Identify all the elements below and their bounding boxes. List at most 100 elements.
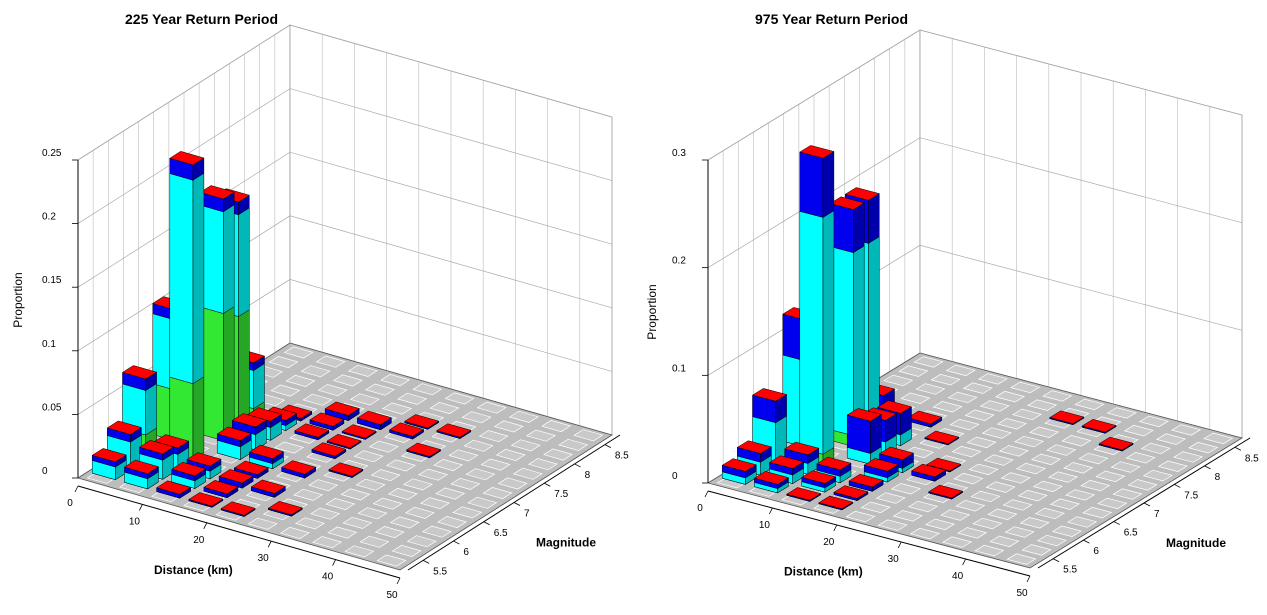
tick-mark: [1113, 521, 1120, 525]
bar-top: [248, 444, 285, 459]
floor-cell: [1140, 442, 1171, 455]
floor-cell: [907, 500, 939, 513]
floor-cell: [1080, 479, 1111, 492]
floor-cell: [325, 498, 356, 511]
floor-cell: [1082, 506, 1113, 519]
z-tick-label: 0.2: [672, 256, 686, 267]
tick-mark: [267, 541, 272, 548]
floor-cell: [877, 519, 908, 531]
floor-cell: [359, 535, 390, 548]
z-tick-label: 0.3: [672, 148, 686, 159]
floor-cell: [344, 545, 375, 558]
bar-top: [768, 455, 805, 469]
floor-cell: [987, 508, 1018, 520]
bar-top: [106, 420, 143, 435]
bar-front: [799, 210, 824, 455]
floor-cell: [1021, 544, 1052, 556]
floor-cell: [478, 430, 509, 443]
bar-top: [267, 501, 304, 516]
floor-cell: [890, 483, 921, 495]
floor-cell: [1019, 517, 1050, 529]
floor-cell: [357, 507, 388, 520]
bar-top: [356, 410, 393, 425]
floor-cell: [1011, 408, 1043, 421]
floor-cell: [372, 497, 403, 510]
z-axis-title: Proportion: [645, 284, 659, 339]
bar-top: [169, 151, 205, 166]
floor-cell: [970, 490, 1001, 503]
tick-mark: [1143, 502, 1151, 507]
tick-mark: [1026, 575, 1031, 583]
tick-mark: [139, 504, 143, 511]
bar-top: [924, 430, 960, 445]
floor-cell: [1004, 526, 1035, 538]
floor-cell: [909, 527, 940, 540]
bar-side: [253, 363, 265, 410]
floor-cell: [966, 436, 997, 449]
floor-cell: [1032, 480, 1063, 493]
floor-cell: [525, 429, 557, 442]
floor-cell: [397, 392, 428, 405]
tick-mark: [332, 559, 336, 566]
bar-top: [753, 471, 790, 485]
floor-cell: [463, 439, 494, 452]
z-tick-label: 0.1: [42, 339, 56, 350]
floor-cell: [875, 492, 906, 504]
bar-top: [188, 492, 224, 507]
bar-front: [799, 151, 824, 218]
bar-side: [822, 151, 835, 218]
floor-cell: [476, 401, 507, 414]
floor-cell: [347, 364, 378, 377]
z-tick-label: 0.25: [42, 148, 62, 159]
bar-top: [721, 458, 757, 472]
floor-cell: [1000, 472, 1031, 484]
floor-cell: [508, 410, 539, 423]
x-tick-label: 50: [1016, 588, 1028, 599]
floor-cell: [510, 439, 541, 452]
floor-cell: [913, 356, 944, 368]
floor-cell: [558, 438, 589, 451]
floor-cell: [1172, 451, 1204, 463]
tick-mark: [513, 502, 521, 506]
floor-cell: [283, 346, 314, 359]
floor-cell: [389, 516, 420, 529]
floor-cell: [892, 510, 923, 522]
floor-cell: [541, 420, 572, 433]
bar-top: [231, 413, 268, 428]
floor-cell: [368, 440, 399, 453]
bar-top: [91, 448, 127, 463]
bar-top: [816, 456, 852, 471]
bar-top: [121, 365, 158, 380]
bar-side: [853, 245, 865, 437]
tick-mark: [396, 577, 401, 585]
floor-cell: [845, 510, 876, 523]
floor-cell: [1034, 507, 1065, 520]
floor-cell: [979, 400, 1010, 412]
bar-top: [233, 460, 269, 475]
floor-cell: [1036, 534, 1067, 547]
chart-title: 975 Year Return Period: [755, 11, 908, 27]
x-tick-label: 10: [759, 520, 771, 531]
floor-cell: [450, 477, 481, 490]
floor-cell: [436, 516, 468, 529]
floor-cell: [955, 500, 986, 512]
grid-line: [707, 244, 1243, 376]
floor-cell: [312, 536, 343, 549]
floor-cell: [981, 427, 1012, 439]
floor-cell: [433, 459, 464, 472]
floor-cell: [930, 373, 961, 386]
y-tick-label: 6.5: [1124, 528, 1138, 539]
tick-mark: [897, 541, 902, 549]
bar-side: [853, 202, 865, 254]
floor-cell: [1074, 398, 1105, 411]
y-tick-label: 8.5: [615, 451, 629, 462]
bar-top: [848, 473, 884, 488]
y-axis-title: Magnitude: [1166, 536, 1226, 550]
tick-mark: [833, 524, 838, 532]
x-tick-label: 20: [193, 535, 205, 546]
floor-cell: [308, 479, 339, 492]
floor-cell: [285, 374, 316, 387]
bar-top: [341, 424, 377, 439]
tick-mark: [453, 540, 460, 545]
floor-cell: [418, 468, 449, 481]
